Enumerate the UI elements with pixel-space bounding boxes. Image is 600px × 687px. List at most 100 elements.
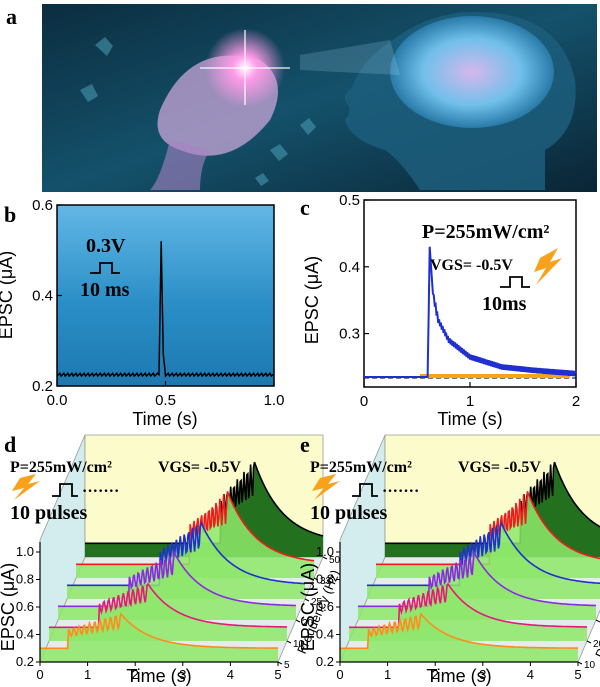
chart-c-xtick-label: 0 [360, 393, 368, 410]
chart-c-xlabel: Time (s) [437, 409, 502, 429]
chart-e-ylabel: EPSC (μA) [298, 563, 318, 651]
chart-b: 0.0 0.5 1.0 0.2 0.4 0.6 EPSC (μA) Time (s) 0.… [0, 197, 284, 429]
chart-b-xlabel: Time (s) [132, 409, 197, 429]
chart-e-ztick [595, 619, 600, 623]
chart-d-xtick-label: 2 [132, 667, 139, 682]
chart-d-ytick-label: 0.4 [16, 627, 34, 642]
chart-e-series-line [367, 520, 600, 587]
pulse-icon [352, 483, 378, 497]
chart-b-series-line [56, 241, 274, 378]
chart-e-series-fill [358, 552, 596, 620]
chart-d-xtick-label: 0 [36, 667, 43, 682]
chart-e-xtick-label: 3 [479, 667, 486, 682]
panel-label-b: b [4, 202, 16, 227]
chart-b-ytick-label: 0.2 [32, 378, 53, 395]
chart-c-xtick-label: 2 [572, 393, 580, 410]
chart-d-ztick-label: 10 [293, 639, 305, 650]
chart-d-series-fill [58, 552, 296, 620]
chart-e-ztick [586, 640, 592, 644]
chart-e-xtick-label: 1 [384, 667, 391, 682]
chart-e-ytick-label: 0.4 [316, 627, 334, 642]
chart-d-series-line [67, 520, 305, 587]
chart-e-ztick-label: 10 [584, 660, 596, 671]
chart-e-xlabel: Time (s) [426, 666, 491, 686]
chart-e-vgs: VGS= -0.5V [458, 459, 541, 476]
chart-b-pulse-width: 10 ms [80, 279, 130, 301]
chart-c-ytick-label: 0.5 [339, 192, 360, 209]
chart-d-ytick-label: 0.6 [16, 599, 34, 614]
chart-e-xtick-label: 0 [336, 667, 343, 682]
light-bolt-icon [534, 248, 562, 285]
chart-e-xtick-label: 2 [432, 667, 439, 682]
chart-e-ytick-label: 0.8 [316, 572, 334, 587]
chart-d-xtick-label: 4 [227, 667, 234, 682]
pulse-icon [500, 276, 530, 288]
chart-c-power: P=255mW/cm² [422, 221, 549, 243]
chart-e-pulse-dots: ······· [382, 483, 419, 500]
chart-c-ytick-label: 0.4 [339, 259, 360, 276]
chart-c-ylabel: EPSC (μA) [302, 256, 322, 344]
chart-d-ztick-label: 50 [329, 555, 341, 566]
chart-e-series-line [358, 549, 596, 608]
chart-c: 0 1 2 0.3 0.4 0.5 EPSC (μA) Time (s) P=255mW/… [302, 192, 580, 429]
chart-d-ztick-label: 5 [284, 660, 290, 671]
chart-b-ytick-label: 0.6 [32, 197, 53, 214]
chart-e-ytick-label: 0.6 [316, 599, 334, 614]
chart-c-series-line [364, 246, 577, 378]
chart-d-xtick-label: 3 [179, 667, 186, 682]
panel-label-e: e [300, 432, 310, 457]
chart-b-ylabel: EPSC (μA) [0, 251, 16, 339]
chart-e-series-fill [376, 491, 600, 578]
chart-e-ytick-label: 1.0 [316, 544, 334, 559]
chart-d-series-line [58, 549, 296, 608]
chart-d-ztick [295, 619, 301, 623]
chart-d-ztick-label: 25 [311, 597, 323, 608]
chart-d-xtick-label: 5 [274, 667, 281, 682]
chart-d-ylabel: EPSC (μA) [0, 563, 18, 651]
chart-c-pulse-width: 10ms [482, 293, 527, 315]
chart-d-series-line [76, 491, 315, 566]
chart-d-series-line [40, 612, 278, 650]
panel-label-d: d [4, 432, 16, 457]
chart-e-ztick [577, 661, 583, 665]
chart-b-xtick-label: 1.0 [264, 392, 285, 409]
pulse-icon [52, 483, 78, 497]
chart-e-xtick-label: 5 [574, 667, 581, 682]
chart-b-xtick-label: 0.0 [47, 392, 68, 409]
chart-d-pulses: 10 pulses [10, 502, 87, 524]
chart-e-series-line [340, 612, 578, 650]
chart-d-power: P=255mW/cm² [10, 459, 112, 476]
light-bolt-icon [312, 474, 340, 500]
chart-d-ztick [277, 661, 283, 665]
chart-b-pulse-voltage: 0.3V [86, 235, 126, 257]
chart-e-series-fill [367, 523, 600, 599]
chart-d-ztick-label: 33 [320, 576, 332, 587]
chart-e-pulses: 10 pulses [310, 502, 387, 524]
pulse-icon [90, 262, 120, 274]
chart-d-ztick [322, 556, 328, 560]
chart-b-ytick-label: 0.4 [32, 288, 53, 305]
chart-d-pulse-dots: ······· [82, 483, 119, 500]
chart-c-light-bar [420, 374, 570, 378]
chart-d-xtick-label: 1 [84, 667, 91, 682]
chart-c-vgs: VGS= -0.5V [430, 257, 513, 274]
chart-e-power: P=255mW/cm² [310, 459, 412, 476]
chart-d-ztick [313, 577, 319, 581]
chart-d-vgs: VGS= -0.5V [158, 459, 241, 476]
chart-b-plot-area [56, 204, 275, 387]
chart-d-ztick-label: 20 [302, 618, 314, 629]
chart-e-ytick-label: 0.2 [316, 654, 334, 669]
chart-d-ztick [286, 640, 292, 644]
chart-d-ztick [304, 598, 310, 602]
chart-c-ytick-label: 0.3 [339, 326, 360, 343]
chart-e-ztick-label: 20 [593, 639, 600, 650]
chart-c-xtick-label: 1 [466, 393, 474, 410]
chart-d-series-fill [40, 613, 278, 662]
chart-e-series-line [376, 491, 600, 566]
chart-d-xlabel: Time (s) [126, 666, 191, 686]
panel-label-a: a [6, 4, 17, 29]
chart-b-xtick-label: 0.5 [155, 392, 176, 409]
chart-e-series-fill [340, 613, 578, 662]
